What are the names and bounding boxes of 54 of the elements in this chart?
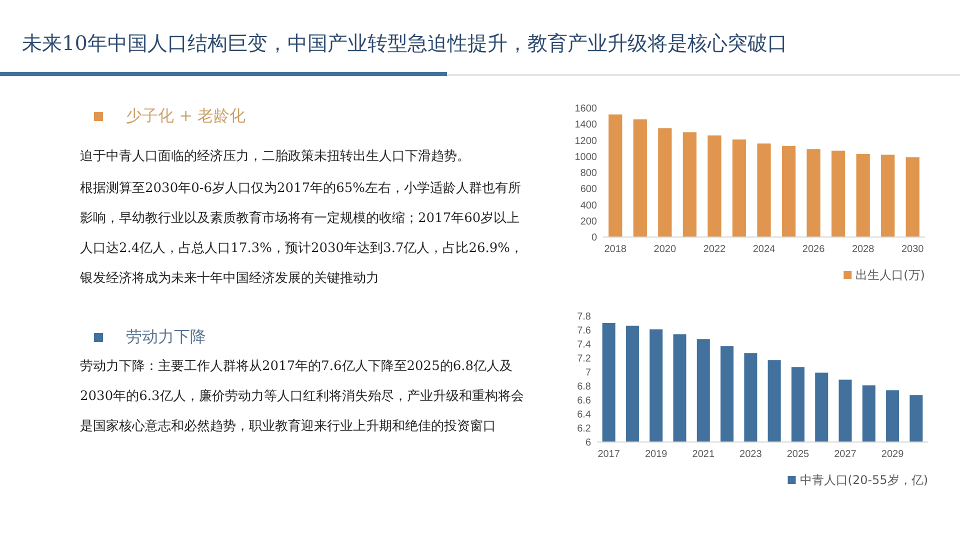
y-tick-label: 800: [580, 168, 598, 179]
bar: [633, 119, 647, 237]
bar: [757, 143, 771, 237]
y-tick-label: 7.8: [577, 312, 592, 322]
x-tick-label: 2026: [802, 244, 826, 255]
y-tick-label: 1600: [574, 104, 598, 114]
y-tick-label: 6.4: [577, 410, 592, 420]
x-tick-label: 2028: [852, 244, 875, 255]
text: 少子化 + 老龄化: [126, 106, 246, 127]
bar: [732, 139, 746, 237]
y-tick-label: 1400: [574, 120, 598, 131]
bar: [682, 132, 697, 237]
text: 根据测算至2030年0-6岁人口仅为2017年的65%左右，小学适龄人群也有所影响，早幼教行业以及素质教育市场将有一定规模的收缩；2017年60岁以上人口达2.4亿人，占总人口17.3%，预计2030年达到3.7亿人，占比26.9%，银发经济将成为未来十年中国经济发展的关键推动力: [80, 180, 524, 288]
x-tick-label: 2018: [604, 244, 627, 255]
y-tick-label: 400: [580, 200, 598, 212]
x-tick-label: 2023: [740, 449, 762, 460]
x-tick-label: 2022: [703, 244, 726, 255]
text: 劳动力下降：主要工作人群将从2017年的7.6亿人下降至2025的6.8亿人及2030年的6.3亿人，廉价劳动力等人口红利将消失殆尽，产业升级和重构将会是国家核心意志和必然趋势，职业教育迎来行业上升期和绝佳的投资窗口: [80, 358, 525, 436]
bar: [782, 146, 796, 237]
y-tick-label: 200: [580, 216, 598, 228]
x-tick-label: 2019: [644, 449, 668, 460]
y-tick-label: 6.8: [577, 382, 592, 392]
y-tick-label: 600: [580, 184, 598, 196]
bar: [906, 157, 920, 237]
y-tick-label: 0: [591, 232, 598, 244]
y-tick-label: 1200: [574, 136, 598, 147]
y-tick-label: 1000: [574, 152, 598, 163]
y-tick-label: 6.2: [577, 424, 592, 434]
legend-label: 中青人口(20-55岁，亿): [800, 473, 928, 487]
y-tick-label: 6: [585, 438, 592, 448]
bar: [806, 149, 820, 237]
x-tick-label: 2024: [752, 244, 776, 255]
x-tick-label: 2025: [786, 449, 810, 460]
x-tick-label: 2027: [834, 449, 857, 460]
y-tick-label: 7.2: [577, 354, 592, 364]
text: 劳动力下降: [126, 327, 206, 348]
x-tick-label: 2021: [692, 449, 715, 460]
legend-label: 出生人口(万): [856, 268, 925, 282]
y-tick-label: 7: [585, 368, 592, 378]
y-tick-label: 7.6: [577, 326, 592, 336]
x-tick-label: 2029: [881, 449, 904, 460]
bar: [881, 154, 895, 237]
x-tick-label: 2017: [598, 449, 620, 460]
bar: [658, 128, 672, 237]
bar: [608, 114, 622, 237]
text: 未来10年中国人口结构巨变，中国产业转型急迫性提升，教育产业升级将是核心突破口: [22, 30, 788, 57]
bar: [831, 150, 846, 237]
text: 迫于中青人口面临的经济压力，二胎政策未扭转出生人口下滑趋势。: [80, 148, 471, 166]
bar: [856, 154, 870, 237]
y-tick-label: 6.6: [577, 396, 592, 406]
y-tick-label: 7.4: [577, 340, 592, 350]
x-tick-label: 2020: [654, 244, 676, 255]
x-tick-label: 2030: [901, 244, 924, 255]
bar: [708, 135, 722, 237]
